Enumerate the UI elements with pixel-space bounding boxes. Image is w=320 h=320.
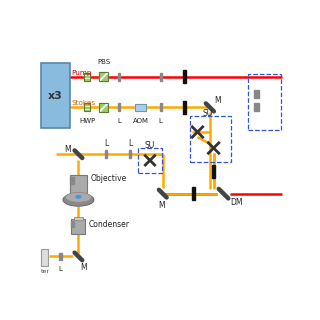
Bar <box>135 104 146 111</box>
Bar <box>160 103 162 111</box>
Bar <box>99 72 108 81</box>
Ellipse shape <box>65 192 92 202</box>
Text: L: L <box>59 266 62 272</box>
Text: Condenser: Condenser <box>89 220 130 229</box>
Text: L: L <box>104 139 108 148</box>
Text: HWP: HWP <box>79 118 95 124</box>
Bar <box>70 175 87 193</box>
Bar <box>118 103 120 111</box>
Text: M: M <box>214 96 220 105</box>
Text: SU: SU <box>145 140 155 149</box>
Bar <box>84 103 90 111</box>
Text: SU: SU <box>203 108 213 117</box>
Bar <box>99 72 108 81</box>
Text: PBS: PBS <box>97 59 110 65</box>
Text: Objective: Objective <box>90 174 127 183</box>
Text: ter: ter <box>41 269 50 274</box>
Bar <box>41 249 48 266</box>
Text: Pump: Pump <box>72 70 92 76</box>
Bar <box>84 103 90 111</box>
Text: x3: x3 <box>48 91 63 101</box>
Bar <box>74 193 84 196</box>
Bar <box>84 73 90 81</box>
Bar <box>105 150 108 158</box>
Bar <box>99 103 108 112</box>
Bar <box>190 116 231 162</box>
Bar <box>84 73 90 81</box>
Bar <box>212 165 215 178</box>
Text: L: L <box>159 118 163 124</box>
Bar <box>71 219 85 234</box>
Text: Stokes: Stokes <box>72 100 96 107</box>
Text: M: M <box>158 202 165 211</box>
Bar <box>183 70 186 83</box>
Bar <box>254 90 259 98</box>
FancyBboxPatch shape <box>41 63 70 128</box>
Text: M: M <box>65 145 71 154</box>
Bar <box>254 103 259 111</box>
Bar <box>59 252 62 260</box>
Text: L: L <box>128 139 132 148</box>
Bar <box>160 73 162 81</box>
Ellipse shape <box>63 193 94 206</box>
Bar <box>71 221 75 228</box>
Bar <box>248 74 281 130</box>
Bar <box>99 103 108 112</box>
Text: DM: DM <box>230 198 243 207</box>
Bar <box>118 73 120 81</box>
Bar <box>192 188 196 200</box>
Bar <box>70 177 74 184</box>
Bar <box>129 150 131 158</box>
Bar <box>74 217 83 220</box>
Bar <box>135 104 146 111</box>
Bar <box>183 101 186 114</box>
Text: AOM: AOM <box>132 118 148 124</box>
Text: M: M <box>80 262 87 272</box>
Text: L: L <box>117 118 121 124</box>
Ellipse shape <box>76 196 81 198</box>
Bar <box>139 148 162 173</box>
